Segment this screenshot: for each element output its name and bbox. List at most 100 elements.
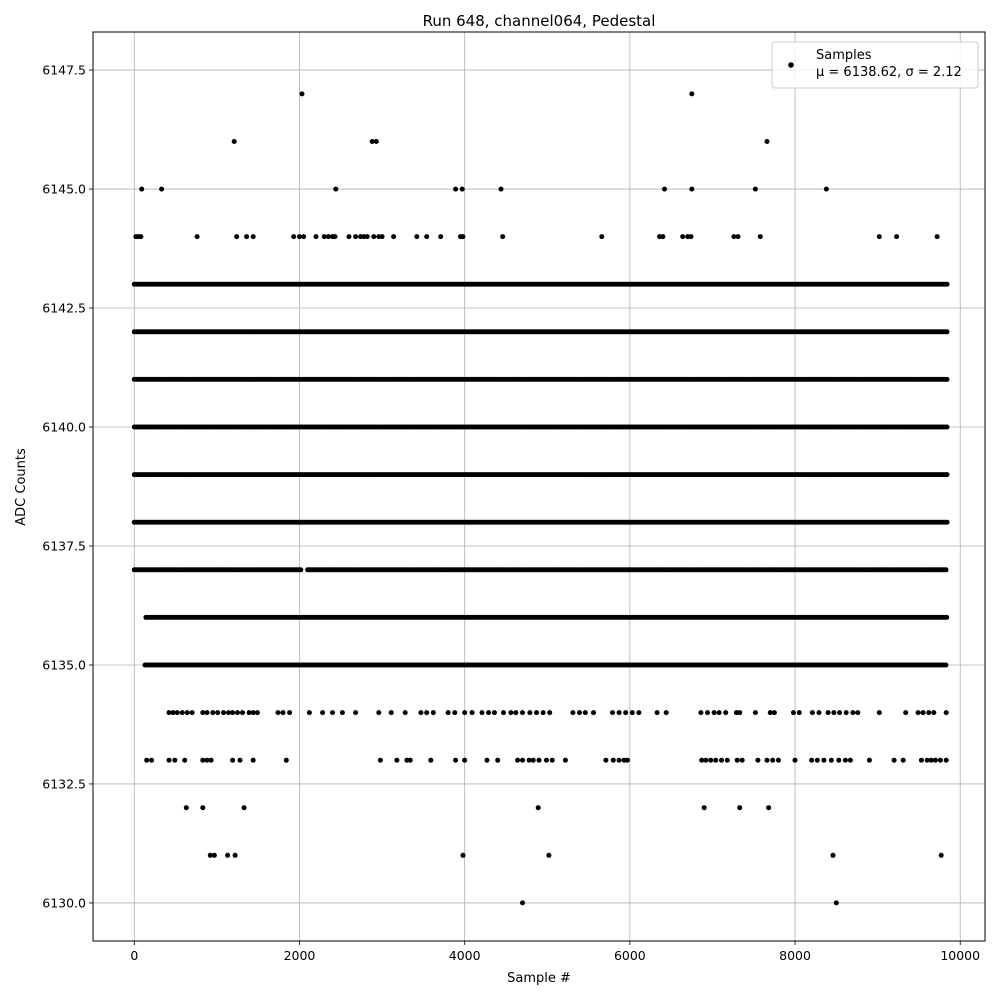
data-point — [943, 710, 949, 716]
data-point — [166, 710, 172, 716]
data-point — [654, 710, 660, 716]
data-point — [460, 852, 466, 858]
chart-title: Run 648, channel064, Pedestal — [423, 12, 656, 30]
data-point — [616, 710, 622, 716]
data-point — [792, 757, 798, 763]
data-point — [767, 710, 773, 716]
data-point — [928, 757, 934, 763]
data-point — [250, 757, 256, 763]
data-point — [407, 757, 413, 763]
data-point — [520, 757, 525, 763]
data-point — [246, 710, 252, 716]
data-point — [543, 757, 549, 763]
data-point — [379, 234, 385, 240]
data-point — [299, 91, 305, 97]
data-point — [636, 710, 642, 716]
data-point — [287, 710, 293, 716]
data-point — [189, 710, 195, 716]
legend-stats: μ = 6138.62, σ = 2.12 — [816, 65, 962, 80]
data-point — [918, 757, 924, 763]
data-point — [796, 710, 802, 716]
data-point — [453, 186, 459, 192]
y-tick-label: 6137.5 — [42, 538, 86, 553]
data-point — [280, 710, 286, 716]
data-point — [876, 234, 882, 240]
data-point — [698, 710, 704, 716]
data-point — [944, 519, 950, 525]
data-point — [508, 710, 514, 716]
data-point — [414, 234, 420, 240]
data-point — [250, 234, 256, 240]
data-point — [388, 710, 394, 716]
data-point — [823, 186, 829, 192]
data-point — [876, 710, 882, 716]
data-point — [591, 710, 596, 716]
data-point — [931, 710, 937, 716]
x-tick-label: 0 — [130, 948, 138, 963]
data-point — [291, 234, 297, 240]
data-point — [149, 757, 155, 763]
data-point — [330, 710, 335, 716]
data-point — [713, 757, 719, 763]
legend-label: Samples — [816, 48, 872, 63]
data-point — [462, 757, 468, 763]
data-point — [547, 710, 553, 716]
data-point — [603, 757, 609, 763]
data-point — [938, 852, 944, 858]
data-point — [402, 710, 408, 716]
data-point — [313, 234, 319, 240]
data-point — [139, 186, 145, 192]
plot-frame — [92, 31, 986, 942]
data-point — [770, 757, 776, 763]
data-point — [680, 234, 686, 240]
x-tick-label: 2000 — [284, 948, 316, 963]
data-point — [540, 710, 546, 716]
data-point — [766, 805, 772, 811]
data-point — [809, 757, 815, 763]
data-point — [346, 234, 352, 240]
data-point — [452, 710, 458, 716]
data-point — [371, 234, 377, 240]
data-point — [830, 852, 836, 858]
data-point — [944, 614, 950, 620]
data-point — [204, 710, 210, 716]
data-point — [903, 710, 909, 716]
data-point — [828, 757, 834, 763]
data-point — [353, 710, 359, 716]
x-tick-label: 10000 — [940, 948, 980, 963]
x-tick-label: 6000 — [614, 948, 646, 963]
data-point — [491, 710, 497, 716]
data-point — [204, 757, 210, 763]
data-point — [944, 424, 950, 430]
data-point — [943, 567, 949, 573]
data-point — [724, 757, 730, 763]
data-point — [616, 757, 622, 763]
y-tick-label: 6142.5 — [42, 301, 86, 316]
data-point — [716, 710, 722, 716]
data-point — [944, 329, 950, 335]
data-point — [731, 234, 737, 240]
data-point — [462, 710, 468, 716]
data-point — [232, 852, 238, 858]
data-point — [866, 757, 872, 763]
data-point — [172, 757, 178, 763]
y-tick-label: 6140.0 — [42, 420, 86, 435]
data-point — [739, 757, 745, 763]
data-point — [847, 757, 853, 763]
data-point — [549, 757, 555, 763]
data-point — [501, 710, 506, 716]
data-point — [534, 710, 539, 716]
data-point — [943, 757, 949, 763]
data-point — [430, 710, 436, 716]
data-point — [701, 805, 707, 811]
data-point — [703, 757, 709, 763]
data-point — [723, 710, 729, 716]
data-point — [530, 757, 536, 763]
data-point — [306, 710, 312, 716]
data-point — [536, 757, 542, 763]
data-point — [809, 710, 815, 716]
data-point — [850, 710, 856, 716]
data-point — [891, 757, 897, 763]
